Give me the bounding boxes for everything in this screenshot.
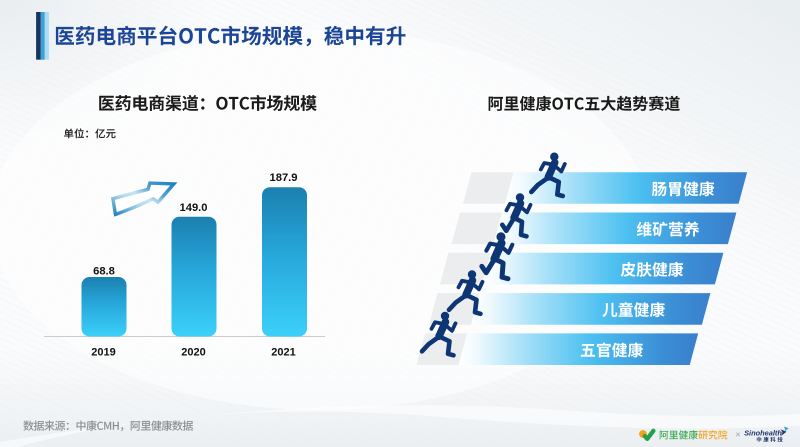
svg-text:2019: 2019 xyxy=(91,346,115,358)
svg-text:Sinohealth: Sinohealth xyxy=(744,428,782,437)
svg-text:2020: 2020 xyxy=(181,346,205,358)
svg-text:68.8: 68.8 xyxy=(93,266,115,278)
svg-text:187.9: 187.9 xyxy=(270,172,298,184)
svg-text:2021: 2021 xyxy=(271,346,295,358)
svg-text:×: × xyxy=(735,430,740,440)
svg-text:149.0: 149.0 xyxy=(180,202,208,214)
